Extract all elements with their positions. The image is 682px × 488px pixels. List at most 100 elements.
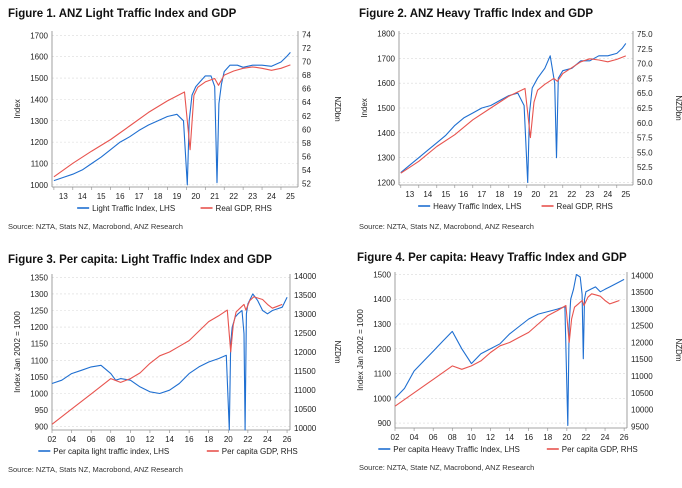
chart-source: Source: NZTA, Stats NZ, Macrobond, ANZ R… bbox=[8, 465, 183, 474]
legend-label-lhs: Light Traffic Index, LHS bbox=[92, 204, 175, 213]
x-tick-label: 22 bbox=[581, 433, 590, 442]
y-tick-label-right: 67.5 bbox=[637, 74, 653, 83]
x-tick-label: 18 bbox=[154, 192, 163, 201]
legend-label-rhs: Per capita GDP, RHS bbox=[562, 445, 638, 454]
y-tick-label-left: 1400 bbox=[30, 95, 48, 104]
series-line-rhs bbox=[51, 296, 283, 425]
legend-label-lhs: Per capita light traffic index, LHS bbox=[53, 447, 169, 456]
y-tick-label-left: 1250 bbox=[30, 307, 48, 316]
y-tick-label-left: 1400 bbox=[373, 295, 391, 304]
x-tick-label: 12 bbox=[145, 435, 154, 444]
legend-label-rhs: Real GDP, RHS bbox=[216, 204, 272, 213]
x-tick-label: 20 bbox=[224, 435, 233, 444]
x-tick-label: 20 bbox=[562, 433, 571, 442]
y-tick-label-right: 13000 bbox=[631, 305, 654, 314]
y-tick-label-left: 1300 bbox=[377, 154, 395, 163]
y-tick-label-right: 52.5 bbox=[637, 163, 653, 172]
y-tick-label-left: 1050 bbox=[30, 373, 48, 382]
legend-label-lhs: Per capita Heavy Traffic Index, LHS bbox=[393, 445, 520, 454]
y-axis-label-right: NZDbn bbox=[333, 96, 341, 121]
x-tick-label: 04 bbox=[67, 435, 76, 444]
x-tick-label: 23 bbox=[585, 190, 594, 199]
y-tick-label-right: 60 bbox=[302, 125, 311, 134]
x-tick-label: 06 bbox=[87, 435, 96, 444]
y-tick-label-left: 900 bbox=[378, 419, 392, 428]
chart-svg: 1000 1100 1200 1300 1400 1500 1600 1700 52 54 56 58… bbox=[13, 30, 341, 213]
x-tick-label: 26 bbox=[283, 435, 292, 444]
chart-source: Source: NZTA, Stats NZ, Macrobond, ANZ R… bbox=[8, 222, 183, 231]
y-tick-label-right: 55.0 bbox=[637, 148, 653, 157]
x-tick-label: 18 bbox=[204, 435, 213, 444]
y-tick-label-left: 1100 bbox=[374, 370, 392, 379]
series-line-lhs bbox=[51, 293, 288, 431]
x-tick-label: 17 bbox=[135, 192, 144, 201]
x-tick-label: 13 bbox=[405, 190, 414, 199]
legend-label-rhs: Per capita GDP, RHS bbox=[222, 447, 298, 456]
x-tick-label: 14 bbox=[505, 433, 514, 442]
chart-title: Figure 2. ANZ Heavy Traffic Index and GD… bbox=[359, 8, 594, 20]
x-tick-label: 15 bbox=[441, 190, 450, 199]
x-tick-label: 19 bbox=[172, 192, 181, 201]
x-tick-label: 06 bbox=[429, 433, 438, 442]
y-tick-label-left: 1500 bbox=[30, 74, 48, 83]
y-tick-label-right: 57.5 bbox=[637, 134, 653, 143]
y-tick-label-right: 66 bbox=[302, 85, 311, 94]
x-tick-label: 17 bbox=[477, 190, 486, 199]
y-tick-label-left: 1000 bbox=[30, 181, 48, 190]
x-tick-label: 14 bbox=[165, 435, 174, 444]
y-axis-label-right: NZDm bbox=[333, 340, 341, 363]
y-tick-label-right: 62 bbox=[302, 112, 311, 121]
y-tick-label-right: 13000 bbox=[294, 310, 317, 319]
y-tick-label-left: 1150 bbox=[31, 340, 49, 349]
series-line-rhs bbox=[394, 293, 620, 407]
x-tick-label: 19 bbox=[513, 190, 522, 199]
y-tick-label-left: 1100 bbox=[31, 356, 49, 365]
x-tick-label: 10 bbox=[126, 435, 135, 444]
x-tick-label: 21 bbox=[210, 192, 219, 201]
chart-source: Source: NZTA, Stats NZ, Macrobond, ANZ R… bbox=[359, 222, 534, 231]
y-axis-label-left: Index bbox=[360, 98, 369, 118]
y-tick-label-right: 12500 bbox=[294, 329, 317, 338]
y-tick-label-left: 1300 bbox=[30, 117, 48, 126]
chart-svg: 900 1000 1100 1200 1300 1400 1500 9500 10000 1050… bbox=[356, 270, 682, 454]
x-tick-label: 26 bbox=[620, 433, 629, 442]
y-tick-label-right: 62.5 bbox=[637, 104, 653, 113]
y-tick-label-left: 1200 bbox=[30, 138, 48, 147]
y-tick-label-right: 12500 bbox=[631, 322, 654, 331]
y-tick-label-right: 13500 bbox=[294, 291, 317, 300]
y-tick-label-right: 75.0 bbox=[637, 30, 653, 39]
x-tick-label: 18 bbox=[543, 433, 552, 442]
chart-title: Figure 3. Per capita: Light Traffic Inde… bbox=[8, 254, 272, 266]
x-tick-label: 25 bbox=[286, 192, 295, 201]
x-tick-label: 16 bbox=[185, 435, 194, 444]
x-tick-label: 18 bbox=[495, 190, 504, 199]
y-tick-label-left: 1000 bbox=[30, 389, 48, 398]
y-tick-label-left: 1400 bbox=[377, 129, 395, 138]
series-line-lhs bbox=[53, 52, 291, 186]
x-tick-label: 25 bbox=[621, 190, 630, 199]
y-tick-label-left: 1800 bbox=[377, 29, 395, 38]
chart-source: Source: NZTA, State NZ, Macrobond, ANZ R… bbox=[359, 463, 535, 472]
y-tick-label-right: 11000 bbox=[294, 386, 316, 395]
x-tick-label: 22 bbox=[229, 192, 238, 201]
y-tick-label-right: 12000 bbox=[631, 338, 654, 347]
series-line-rhs bbox=[53, 64, 291, 178]
y-tick-label-right: 11500 bbox=[294, 367, 316, 376]
y-tick-label-right: 11000 bbox=[631, 372, 653, 381]
series-line-lhs bbox=[394, 273, 625, 427]
y-tick-label-left: 1200 bbox=[30, 323, 48, 332]
y-tick-label-right: 58 bbox=[302, 139, 311, 148]
x-tick-label: 02 bbox=[48, 435, 57, 444]
y-axis-label-left: Index Jan 2002 = 1000 bbox=[356, 309, 365, 391]
x-tick-label: 24 bbox=[601, 433, 610, 442]
y-tick-label-left: 1700 bbox=[377, 54, 395, 63]
x-tick-label: 10 bbox=[467, 433, 476, 442]
chart-svg: 900 950 1000 1050 1100 1150 1200 1250 1300 1350 10… bbox=[13, 272, 341, 456]
x-tick-label: 14 bbox=[423, 190, 432, 199]
y-tick-label-right: 70.0 bbox=[637, 60, 653, 69]
y-tick-label-left: 1300 bbox=[30, 290, 48, 299]
x-tick-label: 16 bbox=[116, 192, 125, 201]
x-tick-label: 24 bbox=[267, 192, 276, 201]
x-tick-label: 21 bbox=[549, 190, 558, 199]
y-axis-label-left: Index bbox=[13, 99, 22, 119]
